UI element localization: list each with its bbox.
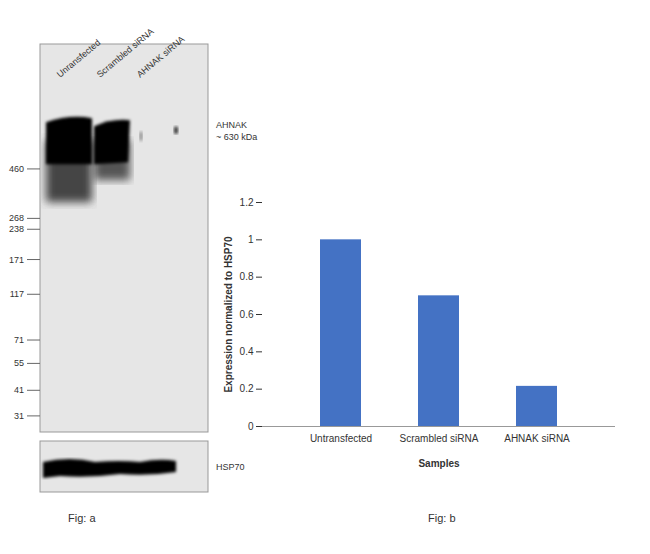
svg-text:0.6: 0.6 — [240, 309, 254, 320]
svg-text:HSP70: HSP70 — [216, 462, 245, 472]
svg-text:1: 1 — [248, 234, 254, 245]
svg-text:AHNAK siRNA: AHNAK siRNA — [135, 34, 187, 80]
html-text:Fig: a: Fig: a — [68, 512, 96, 524]
svg-text:460: 460 — [9, 164, 24, 174]
svg-text:0.8: 0.8 — [240, 271, 254, 282]
svg-text:0.2: 0.2 — [240, 383, 254, 394]
svg-text:Unransfected: Unransfected — [54, 37, 103, 80]
svg-text:Scrambled siRNA: Scrambled siRNA — [94, 26, 156, 80]
svg-text:41: 41 — [14, 385, 24, 395]
svg-text:AHNAK: AHNAK — [216, 120, 247, 130]
svg-text:117: 117 — [10, 289, 24, 299]
svg-text:0.4: 0.4 — [240, 346, 254, 357]
svg-text:71: 71 — [14, 335, 24, 345]
svg-text:~ 630 kDa: ~ 630 kDa — [216, 132, 257, 142]
svg-text:AHNAK siRNA: AHNAK siRNA — [504, 433, 570, 444]
svg-text:Scrambled siRNA: Scrambled siRNA — [400, 433, 479, 444]
svg-text:Untransfected: Untransfected — [310, 433, 372, 444]
svg-text:0: 0 — [248, 421, 254, 432]
svg-text:31: 31 — [14, 411, 24, 421]
svg-text:238: 238 — [9, 224, 24, 234]
html-text:Fig: b: Fig: b — [428, 512, 456, 524]
svg-text:268: 268 — [9, 213, 24, 223]
svg-text:171: 171 — [9, 255, 24, 265]
svg-text:1.2: 1.2 — [240, 197, 254, 208]
svg-text:Samples: Samples — [418, 458, 460, 469]
svg-text:Expression normalized to HSP70: Expression normalized to HSP70 — [223, 236, 234, 393]
svg-text:55: 55 — [14, 358, 24, 368]
